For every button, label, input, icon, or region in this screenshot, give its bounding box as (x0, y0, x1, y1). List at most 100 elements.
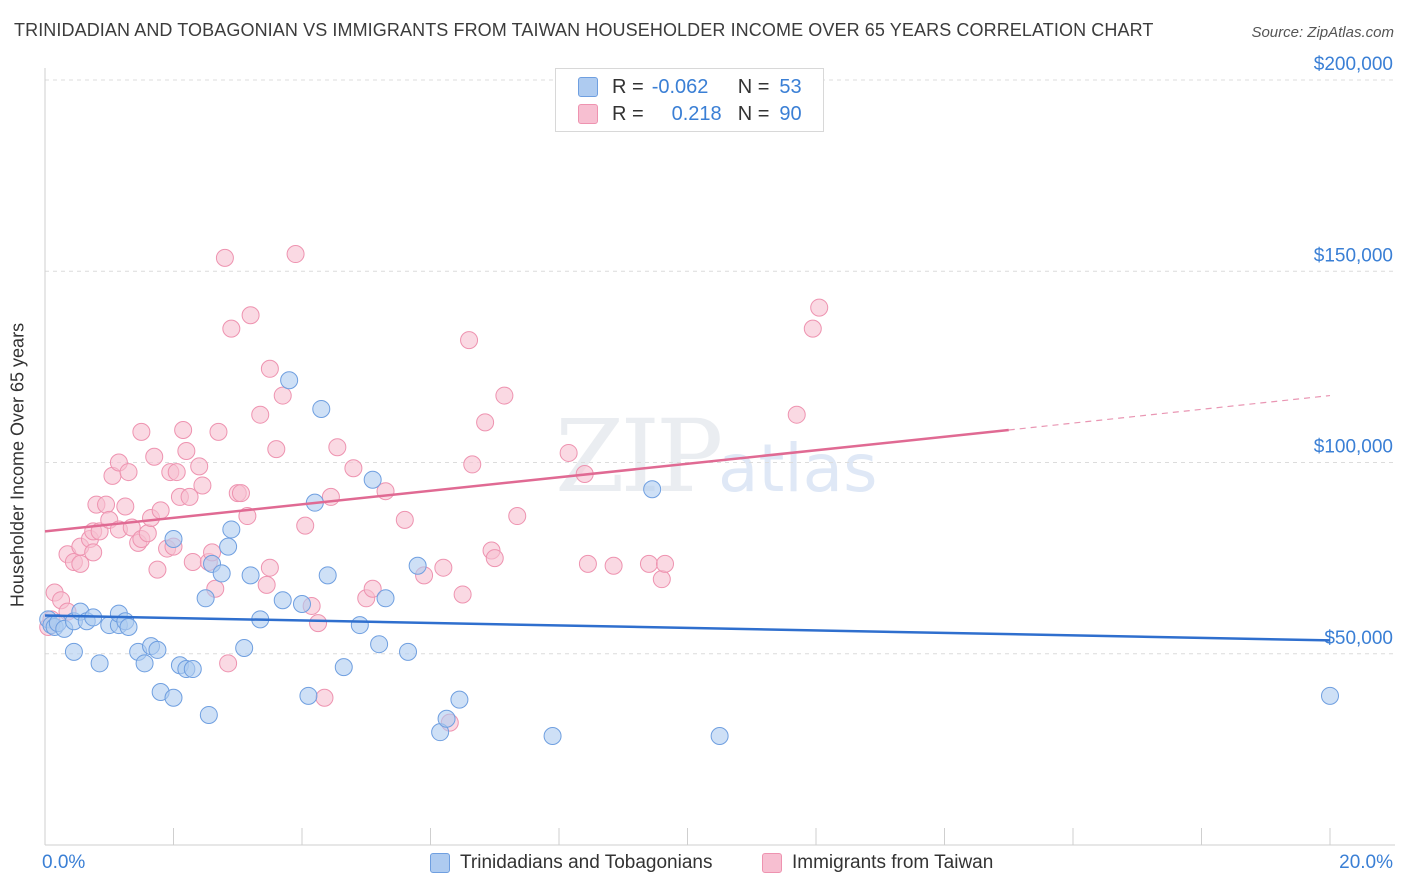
data-point-blue (299, 686, 318, 705)
data-point-blue (399, 642, 418, 661)
trend-line-pink-extension (1008, 394, 1331, 431)
bottom-legend-item-pink: Immigrants from Taiwan (762, 852, 993, 874)
legend-r-label: R = (612, 102, 644, 125)
data-point-blue (437, 709, 456, 728)
data-point-pink (803, 319, 822, 338)
data-point-pink (209, 422, 228, 441)
data-point-pink (578, 554, 597, 573)
data-point-blue (376, 589, 395, 608)
data-point-pink (656, 554, 675, 573)
series-trinidadians-and-tobagonians (39, 371, 1339, 745)
data-point-pink (138, 524, 157, 543)
data-point-blue (293, 595, 311, 614)
data-point-pink (174, 420, 193, 439)
data-point-pink (495, 386, 514, 405)
data-point-pink (257, 575, 276, 594)
data-point-pink (453, 585, 472, 604)
data-point-pink (273, 386, 292, 405)
data-point-pink (328, 438, 347, 457)
y-tick-label: $200,000 (1314, 54, 1393, 75)
data-point-blue (408, 556, 427, 575)
data-point-pink (476, 413, 495, 432)
legend-row-pink: R = 0.218 N = 90 (578, 102, 802, 126)
data-point-blue (370, 635, 389, 654)
data-point-blue (212, 564, 231, 583)
data-point-pink (787, 405, 806, 424)
legend-r-value: 0.218 (671, 102, 722, 125)
data-point-pink (309, 614, 328, 633)
data-point-blue (196, 589, 215, 608)
correlation-legend: R = -0.062 N = 53 R = 0.218 N = 90 (555, 68, 824, 132)
data-point-blue (235, 639, 254, 658)
data-point-blue (164, 688, 183, 707)
data-point-pink (434, 558, 453, 577)
data-point-pink (286, 245, 305, 264)
bottom-legend-swatch-blue (430, 853, 450, 873)
data-point-blue (222, 520, 241, 539)
data-point-pink (260, 558, 279, 577)
data-point-blue (164, 530, 183, 548)
x-tick-label-min: 0.0% (42, 852, 86, 873)
data-point-blue (334, 658, 353, 677)
data-point-pink (148, 560, 167, 579)
data-point-blue (148, 640, 167, 659)
data-point-pink (395, 510, 414, 529)
data-point-pink (639, 554, 658, 573)
data-point-pink (145, 447, 164, 466)
data-point-pink (231, 484, 250, 503)
data-point-pink (132, 422, 151, 441)
watermark-atlas: atlas (718, 430, 878, 507)
legend-n-label: N = (737, 102, 770, 125)
data-point-blue (450, 690, 469, 709)
bottom-legend-swatch-pink (762, 853, 782, 873)
data-point-blue (119, 617, 138, 636)
axes (44, 68, 1395, 846)
y-tick-label: $50,000 (1324, 628, 1393, 649)
legend-row-blue: R = -0.062 N = 53 (578, 75, 802, 99)
chart-title: TRINIDADIAN AND TOBAGONIAN VS IMMIGRANTS… (14, 20, 1154, 40)
data-point-pink (215, 248, 234, 267)
data-point-pink (71, 554, 90, 573)
data-point-pink (177, 442, 196, 461)
data-point-pink (460, 331, 479, 350)
data-point-pink (652, 570, 671, 589)
data-point-pink (167, 463, 186, 482)
data-point-pink (463, 455, 482, 474)
data-point-pink (810, 298, 829, 317)
data-point-pink (296, 516, 315, 535)
watermark-zip: ZIP (555, 398, 723, 515)
data-point-pink (344, 459, 363, 478)
legend-n-label: N = (737, 75, 770, 98)
data-point-blue (363, 470, 382, 489)
source-label: Source: ZipAtlas.com (1251, 24, 1394, 41)
bottom-legend-label-pink: Immigrants from Taiwan (792, 852, 994, 873)
data-point-pink (151, 501, 170, 520)
data-point-blue (135, 654, 154, 673)
trend-line-pink (44, 428, 1009, 533)
legend-n-value: 53 (779, 75, 802, 98)
data-point-pink (84, 543, 103, 562)
data-point-pink (267, 440, 286, 459)
x-tick-label-max: 20.0% (1339, 852, 1393, 873)
data-point-pink (180, 487, 199, 506)
data-point-blue (1321, 686, 1339, 705)
data-point-pink (190, 457, 209, 476)
data-point-pink (241, 306, 260, 325)
data-point-pink (508, 507, 527, 526)
trend-lines (44, 394, 1331, 642)
data-point-blue (183, 660, 202, 679)
data-point-pink (604, 556, 623, 575)
data-point-blue (219, 537, 238, 556)
data-point-blue (543, 726, 562, 745)
data-point-blue (312, 399, 331, 418)
data-point-blue (280, 371, 299, 390)
data-point-pink (183, 552, 202, 571)
data-point-blue (318, 566, 337, 585)
data-point-pink (97, 495, 116, 514)
data-point-pink (315, 688, 334, 707)
data-point-blue (350, 616, 369, 635)
data-point-pink (116, 497, 135, 516)
data-point-pink (251, 405, 270, 424)
data-point-blue (199, 705, 218, 724)
